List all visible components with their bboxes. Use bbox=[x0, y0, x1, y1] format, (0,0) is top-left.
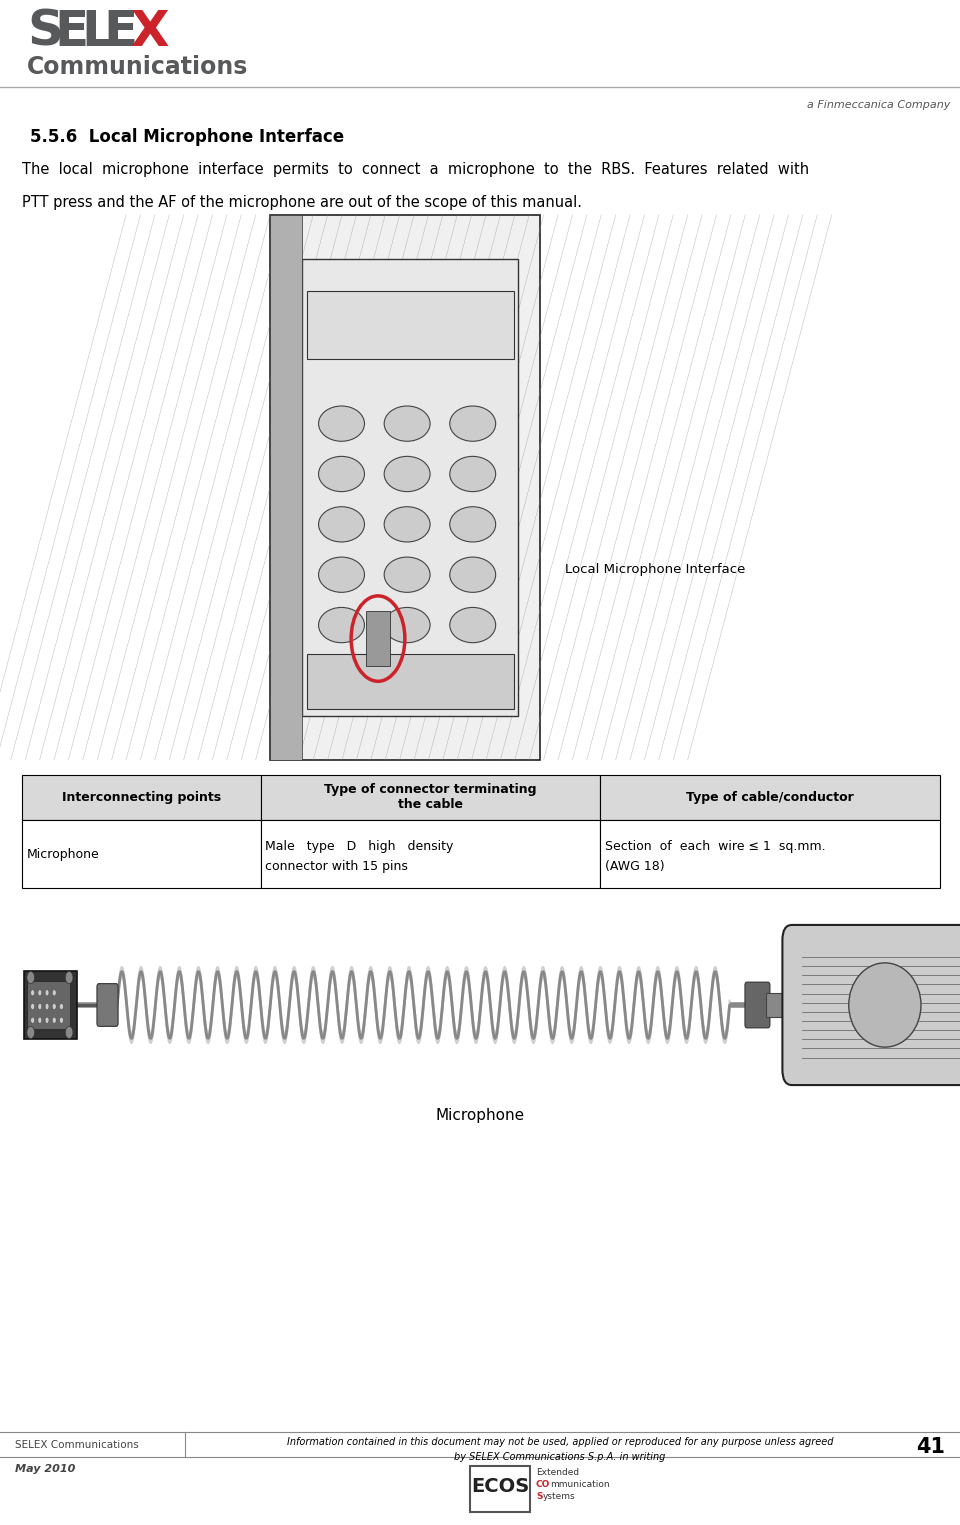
Bar bbox=[302, 259, 518, 717]
Text: 41: 41 bbox=[916, 1437, 945, 1456]
Text: E: E bbox=[103, 8, 137, 56]
Ellipse shape bbox=[449, 506, 495, 541]
Text: The  local  microphone  interface  permits  to  connect  a  microphone  to  the : The local microphone interface permits t… bbox=[22, 162, 809, 177]
Text: Communications: Communications bbox=[27, 55, 249, 79]
Text: May 2010: May 2010 bbox=[15, 1464, 76, 1475]
Text: Section  of  each  wire ≤ 1  sq.mm.: Section of each wire ≤ 1 sq.mm. bbox=[605, 840, 826, 854]
FancyBboxPatch shape bbox=[782, 926, 960, 1086]
Bar bbox=[307, 654, 514, 709]
Bar bbox=[470, 1466, 530, 1511]
Bar bbox=[261, 775, 600, 820]
Ellipse shape bbox=[31, 1017, 35, 1023]
Ellipse shape bbox=[384, 456, 430, 491]
Ellipse shape bbox=[849, 962, 921, 1048]
Ellipse shape bbox=[38, 990, 42, 996]
Text: X: X bbox=[130, 8, 169, 56]
Text: Local Microphone Interface: Local Microphone Interface bbox=[565, 564, 745, 576]
FancyBboxPatch shape bbox=[745, 982, 770, 1028]
Ellipse shape bbox=[52, 1003, 56, 1010]
Text: PTT press and the AF of the microphone are out of the scope of this manual.: PTT press and the AF of the microphone a… bbox=[22, 195, 582, 210]
Bar bbox=[261, 820, 600, 888]
Ellipse shape bbox=[38, 1017, 42, 1023]
Ellipse shape bbox=[45, 1003, 49, 1010]
Text: Microphone: Microphone bbox=[436, 1109, 524, 1122]
Text: S: S bbox=[27, 8, 63, 56]
Text: mmunication: mmunication bbox=[550, 1479, 610, 1488]
Ellipse shape bbox=[60, 1003, 63, 1010]
Text: S: S bbox=[536, 1491, 542, 1501]
Text: Information contained in this document may not be used, applied or reproduced fo: Information contained in this document m… bbox=[287, 1437, 833, 1447]
Bar bbox=[24, 971, 77, 1039]
Text: Male   type   D   high   density: Male type D high density bbox=[266, 840, 454, 854]
Bar bbox=[22, 775, 261, 820]
Text: Interconnecting points: Interconnecting points bbox=[61, 791, 221, 804]
Ellipse shape bbox=[65, 971, 73, 984]
Ellipse shape bbox=[52, 990, 56, 996]
Text: Type of cable/conductor: Type of cable/conductor bbox=[686, 791, 854, 804]
Ellipse shape bbox=[449, 456, 495, 491]
Ellipse shape bbox=[319, 506, 365, 541]
Text: CO: CO bbox=[536, 1479, 550, 1488]
Ellipse shape bbox=[52, 1017, 56, 1023]
Text: a Finmeccanica Company: a Finmeccanica Company bbox=[806, 101, 950, 110]
Ellipse shape bbox=[319, 456, 365, 491]
FancyBboxPatch shape bbox=[97, 984, 118, 1026]
Text: Microphone: Microphone bbox=[27, 848, 100, 860]
Text: by SELEX Communications S.p.A. in writing: by SELEX Communications S.p.A. in writin… bbox=[454, 1452, 665, 1462]
Ellipse shape bbox=[384, 607, 430, 642]
Bar bbox=[600, 775, 940, 820]
Ellipse shape bbox=[384, 557, 430, 592]
Text: L: L bbox=[81, 8, 113, 56]
Text: 5.5.6  Local Microphone Interface: 5.5.6 Local Microphone Interface bbox=[30, 128, 344, 146]
Text: Type of connector terminating
the cable: Type of connector terminating the cable bbox=[324, 784, 537, 811]
Ellipse shape bbox=[27, 1026, 35, 1039]
Ellipse shape bbox=[31, 990, 35, 996]
Ellipse shape bbox=[449, 557, 495, 592]
Ellipse shape bbox=[45, 1017, 49, 1023]
Bar bbox=[367, 612, 390, 666]
Ellipse shape bbox=[27, 971, 35, 984]
Bar bbox=[766, 993, 793, 1017]
Bar bbox=[270, 215, 302, 759]
Ellipse shape bbox=[384, 406, 430, 441]
Text: SELEX Communications: SELEX Communications bbox=[15, 1440, 139, 1450]
Bar bbox=[22, 820, 261, 888]
Text: ystems: ystems bbox=[543, 1491, 576, 1501]
Text: ECOS: ECOS bbox=[470, 1476, 529, 1496]
Ellipse shape bbox=[45, 990, 49, 996]
Ellipse shape bbox=[449, 607, 495, 642]
Ellipse shape bbox=[38, 1003, 42, 1010]
Text: connector with 15 pins: connector with 15 pins bbox=[266, 860, 408, 874]
Bar bbox=[27, 981, 70, 1029]
Ellipse shape bbox=[384, 506, 430, 541]
Text: E: E bbox=[54, 8, 88, 56]
Ellipse shape bbox=[449, 406, 495, 441]
Text: (AWG 18): (AWG 18) bbox=[605, 860, 664, 874]
Ellipse shape bbox=[65, 1026, 73, 1039]
Text: Extended: Extended bbox=[536, 1469, 579, 1478]
Bar bbox=[307, 291, 514, 360]
Bar bbox=[600, 820, 940, 888]
Ellipse shape bbox=[319, 557, 365, 592]
Ellipse shape bbox=[60, 1017, 63, 1023]
Ellipse shape bbox=[31, 1003, 35, 1010]
Ellipse shape bbox=[319, 607, 365, 642]
Ellipse shape bbox=[319, 406, 365, 441]
Bar bbox=[270, 215, 540, 759]
